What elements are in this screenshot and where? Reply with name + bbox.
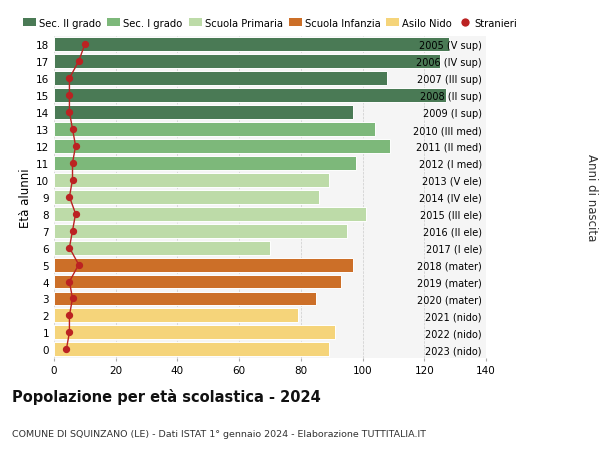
Bar bbox=[54, 174, 329, 187]
Bar bbox=[54, 157, 356, 170]
Bar bbox=[54, 140, 391, 154]
Text: Popolazione per età scolastica - 2024: Popolazione per età scolastica - 2024 bbox=[12, 388, 321, 404]
Point bbox=[68, 160, 77, 167]
Y-axis label: Età alunni: Età alunni bbox=[19, 168, 32, 227]
Point bbox=[68, 228, 77, 235]
Bar bbox=[54, 89, 446, 103]
Point bbox=[65, 329, 74, 336]
Point bbox=[71, 211, 80, 218]
Bar bbox=[54, 326, 335, 340]
Point bbox=[71, 143, 80, 150]
Point bbox=[65, 194, 74, 201]
Bar bbox=[54, 72, 387, 86]
Point bbox=[74, 58, 83, 66]
Point bbox=[68, 295, 77, 302]
Text: COMUNE DI SQUINZANO (LE) - Dati ISTAT 1° gennaio 2024 - Elaborazione TUTTITALIA.: COMUNE DI SQUINZANO (LE) - Dati ISTAT 1°… bbox=[12, 429, 426, 438]
Point bbox=[62, 346, 71, 353]
Point bbox=[80, 41, 89, 49]
Bar bbox=[54, 342, 329, 357]
Point bbox=[65, 278, 74, 285]
Bar bbox=[54, 224, 347, 238]
Point bbox=[65, 312, 74, 319]
Bar bbox=[54, 309, 298, 323]
Point bbox=[74, 261, 83, 269]
Point bbox=[65, 92, 74, 100]
Bar bbox=[54, 38, 449, 52]
Point bbox=[68, 177, 77, 184]
Bar bbox=[54, 292, 316, 306]
Point bbox=[68, 126, 77, 134]
Text: Anni di nascita: Anni di nascita bbox=[584, 154, 598, 241]
Bar bbox=[54, 123, 375, 137]
Legend: Sec. II grado, Sec. I grado, Scuola Primaria, Scuola Infanzia, Asilo Nido, Stran: Sec. II grado, Sec. I grado, Scuola Prim… bbox=[23, 18, 517, 28]
Bar bbox=[54, 275, 341, 289]
Point bbox=[65, 109, 74, 117]
Bar bbox=[54, 190, 319, 204]
Point bbox=[65, 245, 74, 252]
Point bbox=[65, 75, 74, 83]
Bar bbox=[54, 258, 353, 272]
Bar bbox=[54, 55, 440, 69]
Bar bbox=[54, 207, 365, 221]
Bar bbox=[54, 106, 353, 120]
Bar bbox=[54, 241, 270, 255]
